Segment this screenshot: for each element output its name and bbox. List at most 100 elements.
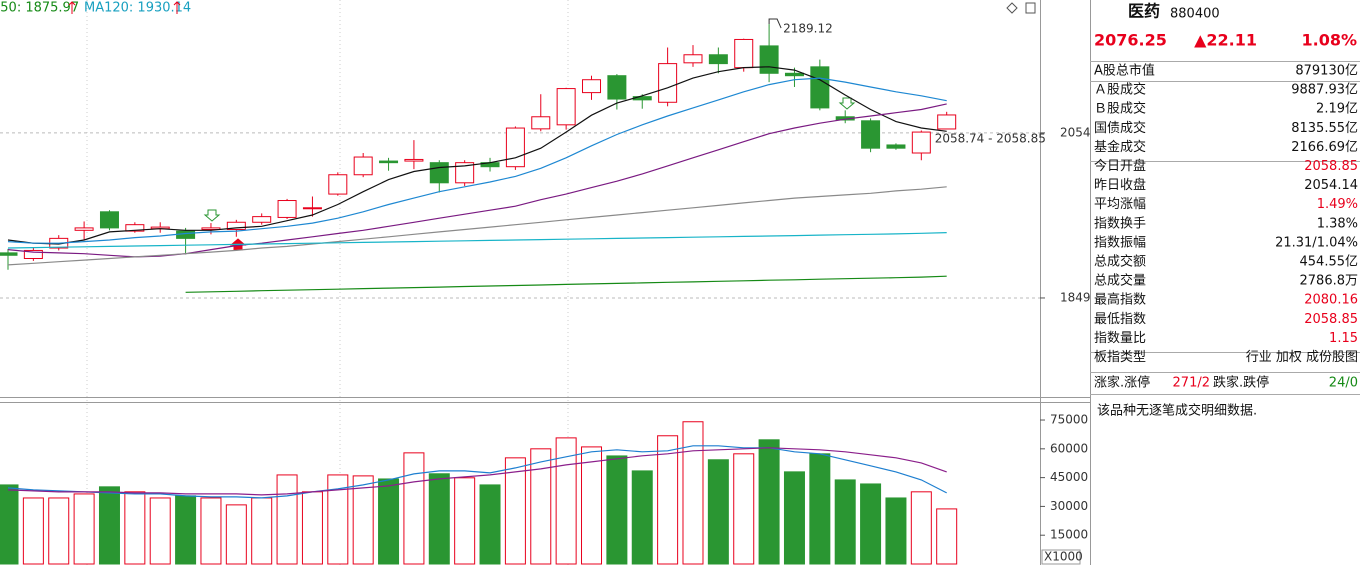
volume-bar [530,448,552,565]
stat-label: Ａ股成交 [1094,82,1146,98]
candle-body [0,252,18,256]
candle-body [226,221,246,231]
volume-bar [885,497,907,565]
y-tick-label: 15000 [1050,528,1088,542]
volume-bar [22,497,44,565]
stat-label: 板指类型 [1094,350,1146,365]
candle-body [404,158,424,162]
stat-value: 2786.8万 [1300,274,1359,289]
signal-arrow-down [203,209,221,222]
up-arrow-icon [173,1,181,14]
ma-line [7,103,947,258]
ma-line [7,445,947,499]
volume-bar [504,457,526,565]
candle-body [810,66,830,109]
volume-bar [48,497,70,565]
stat-label: 平均涨幅 [1094,197,1146,212]
ma-line [7,77,947,244]
candle-body [937,114,957,130]
volume-bar [327,474,349,565]
candle-body [302,207,322,210]
stat-label: 最低指数 [1094,312,1146,327]
candle-body [582,79,602,94]
candle-body [784,72,804,77]
volume-bar [352,475,374,565]
y-tick-label: 60000 [1050,441,1088,455]
ma250-label: 250: 1875.97 [0,1,79,16]
square-button[interactable] [1025,2,1036,14]
candle-body [379,160,399,164]
candle-body [201,227,221,231]
volume-bar [225,504,247,565]
stat-label: 总成交量 [1094,273,1146,289]
stat-label: 基金成交 [1094,139,1146,155]
candle-body [176,230,196,239]
candle-body [429,162,449,184]
index-name: 医药 [1128,2,1160,21]
candle-body [328,174,348,195]
stat-label: 指数换手 [1094,216,1146,231]
volume-bar [834,479,856,565]
volume-bar [606,455,628,565]
up-arrow-icon [68,1,76,14]
ma-line [7,232,947,249]
volume-bar [251,497,273,565]
candle-body [886,144,906,149]
index-price: 2076.25 [1094,31,1167,50]
volume-bar [428,473,450,565]
diamond-button[interactable] [1006,2,1018,14]
stat-value: 2080.16 [1304,293,1358,308]
candle-body [505,127,525,168]
volume-bar [555,437,577,565]
stat-value: 2166.69亿 [1291,140,1358,155]
volume-bar [733,453,755,565]
volume-bar [581,446,603,565]
breadth-up-label: 涨家.涨停 [1094,375,1150,391]
stat-value: 1.49% [1317,197,1358,212]
stat-label: 今日开盘 [1094,158,1146,174]
stat-label: 最高指数 [1094,292,1146,308]
candle-body [74,227,94,231]
candle-body [99,211,119,229]
ma-line [7,66,947,245]
ma-line [7,447,947,496]
candle-body [911,131,931,154]
note: 该品种无逐笔成交明细数据. [1097,403,1257,419]
y-tick-label: 45000 [1050,470,1088,484]
y-tick-label: 2054 [1060,125,1091,139]
candle-body [353,156,373,176]
breadth-down-label: 跌家.跌停 [1213,375,1269,391]
candle-body [23,249,43,260]
range-label: 2058.74 - 2058.85 [935,131,1046,145]
candle-body [455,162,475,184]
volume-bar [124,491,146,565]
index-change: ▲22.11 [1194,31,1257,50]
candle-body [252,216,272,223]
volume-bar [378,478,400,565]
stat-label: Ｂ股成交 [1094,101,1146,117]
stat-label: 指数量比 [1094,331,1146,346]
stat-value: 454.55亿 [1300,255,1359,270]
stat-value: 21.31/1.04% [1275,235,1358,250]
volume-bar [809,453,831,565]
volume-bar [200,497,222,565]
stat-label: 总成交额 [1094,254,1146,270]
volume-bar [936,508,958,565]
unit-label: X1000 [1044,550,1083,564]
ma120-label: MA120: 1930.14 [84,1,191,16]
stat-value: 2054.14 [1304,178,1358,193]
volume-bar [149,497,171,565]
stat-value: 2058.85 [1304,159,1358,174]
panel-lines [1090,61,1360,395]
stat-value: 1.15 [1329,331,1358,346]
volume-bar [175,495,197,565]
stat-value: 8135.55亿 [1291,121,1358,136]
candle-body [658,63,678,103]
unit-box [1041,549,1081,565]
candle-body [708,54,728,65]
stat-value: 9887.93亿 [1291,83,1358,98]
index-pct: 1.08% [1301,31,1357,50]
stat-label: 指数振幅 [1094,235,1146,250]
candle-body [607,75,627,100]
